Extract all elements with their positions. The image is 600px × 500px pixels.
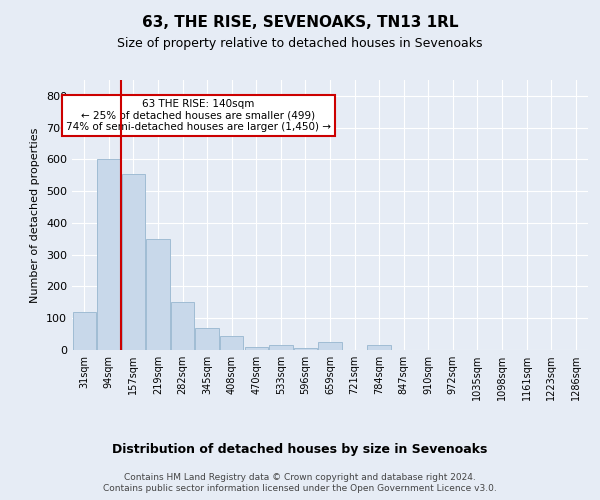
Text: 63, THE RISE, SEVENOAKS, TN13 1RL: 63, THE RISE, SEVENOAKS, TN13 1RL <box>142 15 458 30</box>
Text: 63 THE RISE: 140sqm
← 25% of detached houses are smaller (499)
74% of semi-detac: 63 THE RISE: 140sqm ← 25% of detached ho… <box>66 99 331 132</box>
Bar <box>122 174 145 350</box>
Bar <box>73 312 96 350</box>
Text: Contains HM Land Registry data © Crown copyright and database right 2024.: Contains HM Land Registry data © Crown c… <box>124 472 476 482</box>
Bar <box>319 342 341 350</box>
Bar <box>97 160 121 350</box>
Bar <box>245 347 268 350</box>
Bar <box>220 336 244 350</box>
Text: Size of property relative to detached houses in Sevenoaks: Size of property relative to detached ho… <box>117 38 483 51</box>
Bar <box>146 240 170 350</box>
Text: Contains public sector information licensed under the Open Government Licence v3: Contains public sector information licen… <box>103 484 497 493</box>
Text: Distribution of detached houses by size in Sevenoaks: Distribution of detached houses by size … <box>112 442 488 456</box>
Bar <box>294 348 317 350</box>
Y-axis label: Number of detached properties: Number of detached properties <box>31 128 40 302</box>
Bar <box>367 345 391 350</box>
Bar <box>171 302 194 350</box>
Bar <box>196 328 219 350</box>
Bar <box>269 345 293 350</box>
